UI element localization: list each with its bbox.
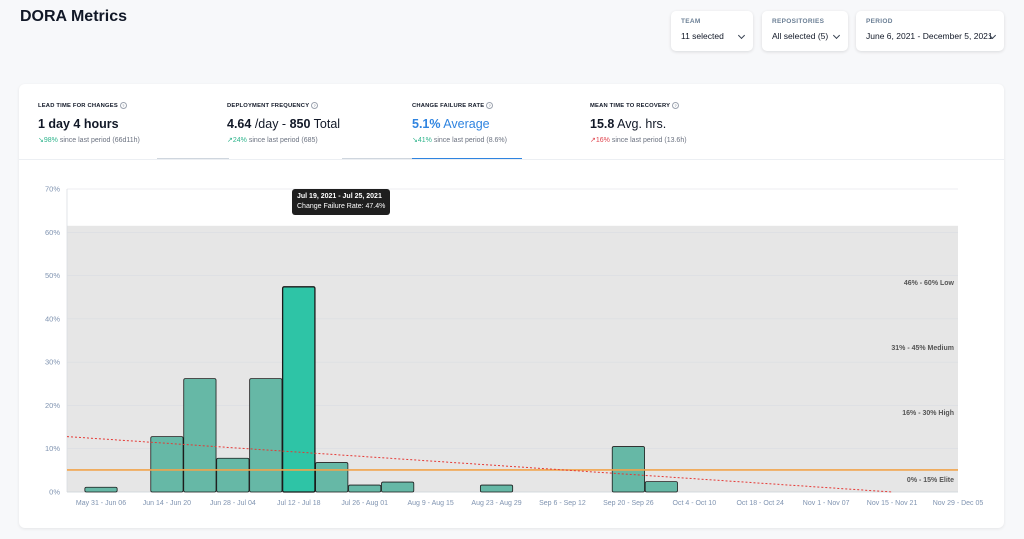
x-tick-label: Jul 26 - Aug 01	[341, 500, 388, 507]
repositories-filter-value: All selected (5)	[772, 31, 829, 41]
tabs-divider	[19, 159, 1004, 160]
page-title: DORA Metrics	[20, 8, 127, 25]
y-tick-label: 0%	[49, 488, 60, 497]
trend-up-arrow-icon: ↗	[227, 137, 233, 145]
info-icon[interactable]: ?	[672, 102, 680, 109]
chart-tooltip: Jul 19, 2021 - Jul 25, 2021 Change Failu…	[292, 189, 391, 215]
metric-lead-time[interactable]: LEAD TIME FOR CHANGES? 1 day 4 hours ↘98…	[38, 102, 140, 144]
trend-down-arrow-icon: ↘	[412, 137, 418, 145]
band-label: 16% - 30% High	[902, 410, 954, 417]
metric-unit: Avg. hrs.	[614, 117, 667, 132]
bar	[381, 481, 415, 493]
metric-deployment-frequency[interactable]: DEPLOYMENT FREQUENCY? 4.64 /day - 850 To…	[227, 102, 340, 144]
x-tick-label: Aug 23 - Aug 29	[471, 500, 521, 507]
x-tick-label: Oct 4 - Oct 10	[673, 500, 717, 507]
x-tick-label: Nov 29 - Dec 05	[933, 500, 984, 507]
x-tick-label: Oct 18 - Oct 24	[736, 500, 784, 507]
tab-underline-active	[412, 157, 522, 159]
x-tick-label: Sep 6 - Sep 12	[539, 500, 586, 507]
bar	[281, 286, 316, 493]
info-icon[interactable]: ?	[311, 102, 319, 109]
threshold-band	[67, 290, 958, 358]
team-filter-value: 11 selected	[681, 31, 724, 41]
bar	[479, 484, 514, 493]
y-tick-label: 70%	[45, 185, 60, 194]
metric-value-total: 850	[289, 117, 311, 132]
y-tick-label: 50%	[45, 271, 60, 280]
change-percent: 16%	[595, 137, 610, 145]
metric-unit: Average	[440, 117, 490, 132]
change-text: since last period (13.6h)	[609, 137, 687, 145]
x-tick-label: Jun 14 - Jun 20	[143, 500, 191, 507]
x-tick-label: Jun 28 - Jul 04	[210, 500, 256, 507]
band-label: 0% - 15% Elite	[907, 477, 954, 484]
period-filter-value: June 6, 2021 - December 5, 2021	[866, 31, 993, 41]
y-tick-label: 40%	[45, 314, 60, 323]
period-filter[interactable]: PERIOD June 6, 2021 - December 5, 2021	[856, 11, 1004, 51]
metric-label: LEAD TIME FOR CHANGES	[38, 103, 118, 110]
bar	[249, 378, 283, 493]
metric-label: DEPLOYMENT FREQUENCY	[227, 103, 310, 110]
period-filter-label: PERIOD	[866, 18, 893, 25]
metric-value: 1 day 4 hours	[38, 117, 119, 132]
trend-down-arrow-icon: ↘	[38, 137, 44, 145]
tab-underline	[342, 158, 412, 159]
change-text: since last period (685)	[246, 137, 318, 145]
band-label: 46% - 60% Low	[904, 280, 955, 287]
metric-label: MEAN TIME TO RECOVERY	[590, 103, 671, 110]
x-tick-label: Aug 9 - Aug 15	[407, 500, 453, 507]
bar	[84, 486, 118, 493]
tooltip-title: Jul 19, 2021 - Jul 25, 2021	[297, 193, 382, 200]
bar	[183, 378, 217, 493]
y-tick-label: 60%	[45, 228, 60, 237]
metric-label: CHANGE FAILURE RATE	[412, 103, 485, 110]
metric-value: 4.64	[227, 117, 252, 132]
repositories-filter[interactable]: REPOSITORIES All selected (5)	[762, 11, 848, 51]
change-text: since last period (66d11h)	[57, 137, 140, 145]
metric-unit-total: Total	[310, 117, 341, 132]
team-filter-label: TEAM	[681, 18, 701, 25]
metric-change-failure-rate[interactable]: CHANGE FAILURE RATE? 5.1% Average ↘41% s…	[412, 102, 507, 144]
y-tick-label: 30%	[45, 358, 60, 367]
x-tick-label: Nov 15 - Nov 21	[867, 500, 918, 507]
y-tick-label: 20%	[45, 401, 60, 410]
change-percent: 24%	[232, 137, 247, 145]
change-text: since last period (8.6%)	[431, 137, 507, 145]
tab-underline	[157, 158, 229, 159]
y-tick-label: 10%	[45, 444, 60, 453]
x-tick-label: Jul 12 - Jul 18	[277, 500, 321, 507]
bar	[348, 484, 382, 493]
threshold-band	[67, 225, 958, 293]
info-icon[interactable]: ?	[119, 102, 127, 109]
bar	[216, 457, 250, 493]
x-tick-label: May 31 - Jun 06	[76, 500, 126, 507]
team-filter[interactable]: TEAM 11 selected	[671, 11, 753, 51]
bar	[150, 436, 184, 493]
bar	[315, 462, 349, 493]
metric-value: 15.8	[590, 117, 615, 132]
tooltip-body: Change Failure Rate: 47.4%	[297, 203, 386, 210]
x-tick-label: Nov 1 - Nov 07	[803, 500, 850, 507]
metric-unit: /day -	[251, 117, 290, 132]
trend-up-arrow-icon: ↗	[590, 137, 596, 145]
repositories-filter-label: REPOSITORIES	[772, 18, 825, 25]
change-percent: 41%	[417, 137, 432, 145]
info-icon[interactable]: ?	[486, 102, 494, 109]
band-label: 31% - 45% Medium	[891, 345, 954, 352]
metric-mean-time-to-recovery[interactable]: MEAN TIME TO RECOVERY? 15.8 Avg. hrs. ↗1…	[590, 102, 687, 144]
x-tick-label: Sep 20 - Sep 26	[603, 500, 654, 507]
change-percent: 98%	[43, 137, 58, 145]
bar	[644, 481, 678, 493]
trend-line	[66, 436, 893, 493]
metric-value: 5.1%	[412, 117, 441, 132]
